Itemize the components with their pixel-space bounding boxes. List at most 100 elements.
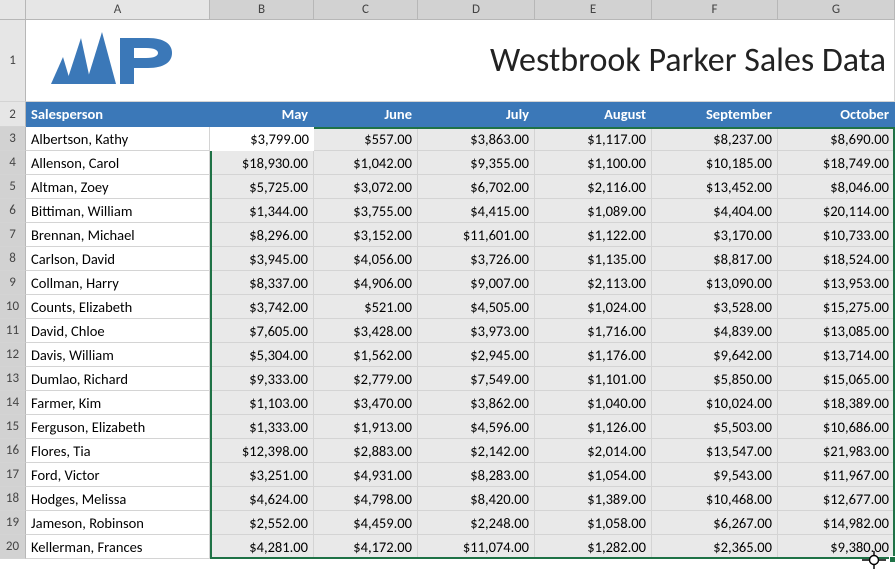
value-cell[interactable]: $5,725.00 <box>210 175 314 199</box>
value-cell[interactable]: $20,114.00 <box>778 199 895 223</box>
value-cell[interactable]: $21,983.00 <box>778 439 895 463</box>
salesperson-cell[interactable]: Albertson, Kathy <box>26 127 210 151</box>
value-cell[interactable]: $1,103.00 <box>210 391 314 415</box>
value-cell[interactable]: $3,799.00 <box>210 127 314 151</box>
hdr-october[interactable]: October <box>778 102 895 127</box>
value-cell[interactable]: $10,024.00 <box>652 391 778 415</box>
value-cell[interactable]: $3,251.00 <box>210 463 314 487</box>
value-cell[interactable]: $15,275.00 <box>778 295 895 319</box>
value-cell[interactable]: $2,779.00 <box>314 367 418 391</box>
col-head-B[interactable]: B <box>210 0 314 19</box>
value-cell[interactable]: $2,945.00 <box>418 343 535 367</box>
value-cell[interactable]: $1,562.00 <box>314 343 418 367</box>
col-head-F[interactable]: F <box>652 0 778 19</box>
value-cell[interactable]: $4,505.00 <box>418 295 535 319</box>
value-cell[interactable]: $3,428.00 <box>314 319 418 343</box>
value-cell[interactable]: $13,547.00 <box>652 439 778 463</box>
value-cell[interactable]: $4,931.00 <box>314 463 418 487</box>
value-cell[interactable]: $8,337.00 <box>210 271 314 295</box>
value-cell[interactable]: $1,333.00 <box>210 415 314 439</box>
row-head[interactable]: 13 <box>0 367 26 391</box>
row-head[interactable]: 9 <box>0 271 26 295</box>
value-cell[interactable]: $4,906.00 <box>314 271 418 295</box>
value-cell[interactable]: $7,605.00 <box>210 319 314 343</box>
value-cell[interactable]: $9,007.00 <box>418 271 535 295</box>
hdr-august[interactable]: August <box>535 102 652 127</box>
value-cell[interactable]: $13,714.00 <box>778 343 895 367</box>
row-head[interactable]: 11 <box>0 319 26 343</box>
value-cell[interactable]: $8,237.00 <box>652 127 778 151</box>
col-head-D[interactable]: D <box>418 0 535 19</box>
value-cell[interactable]: $1,089.00 <box>535 199 652 223</box>
row-head-2[interactable]: 2 <box>0 102 26 127</box>
row-head[interactable]: 12 <box>0 343 26 367</box>
value-cell[interactable]: $5,850.00 <box>652 367 778 391</box>
salesperson-cell[interactable]: Jameson, Robinson <box>26 511 210 535</box>
value-cell[interactable]: $3,863.00 <box>418 127 535 151</box>
value-cell[interactable]: $1,389.00 <box>535 487 652 511</box>
value-cell[interactable]: $18,749.00 <box>778 151 895 175</box>
row-head[interactable]: 15 <box>0 415 26 439</box>
value-cell[interactable]: $3,470.00 <box>314 391 418 415</box>
value-cell[interactable]: $10,468.00 <box>652 487 778 511</box>
value-cell[interactable]: $10,185.00 <box>652 151 778 175</box>
value-cell[interactable]: $10,733.00 <box>778 223 895 247</box>
value-cell[interactable]: $7,549.00 <box>418 367 535 391</box>
value-cell[interactable]: $8,046.00 <box>778 175 895 199</box>
value-cell[interactable]: $3,170.00 <box>652 223 778 247</box>
value-cell[interactable]: $557.00 <box>314 127 418 151</box>
value-cell[interactable]: $3,755.00 <box>314 199 418 223</box>
hdr-may[interactable]: May <box>210 102 314 127</box>
value-cell[interactable]: $2,365.00 <box>652 535 778 559</box>
value-cell[interactable]: $3,152.00 <box>314 223 418 247</box>
value-cell[interactable]: $1,176.00 <box>535 343 652 367</box>
salesperson-cell[interactable]: Brennan, Michael <box>26 223 210 247</box>
row-head[interactable]: 10 <box>0 295 26 319</box>
salesperson-cell[interactable]: Allenson, Carol <box>26 151 210 175</box>
value-cell[interactable]: $4,281.00 <box>210 535 314 559</box>
value-cell[interactable]: $521.00 <box>314 295 418 319</box>
value-cell[interactable]: $9,333.00 <box>210 367 314 391</box>
row-head[interactable]: 19 <box>0 511 26 535</box>
value-cell[interactable]: $6,267.00 <box>652 511 778 535</box>
value-cell[interactable]: $10,686.00 <box>778 415 895 439</box>
salesperson-cell[interactable]: Collman, Harry <box>26 271 210 295</box>
value-cell[interactable]: $2,014.00 <box>535 439 652 463</box>
salesperson-cell[interactable]: Hodges, Melissa <box>26 487 210 511</box>
value-cell[interactable]: $1,042.00 <box>314 151 418 175</box>
value-cell[interactable]: $4,624.00 <box>210 487 314 511</box>
salesperson-cell[interactable]: Kellerman, Frances <box>26 535 210 559</box>
value-cell[interactable]: $4,172.00 <box>314 535 418 559</box>
value-cell[interactable]: $11,601.00 <box>418 223 535 247</box>
value-cell[interactable]: $4,839.00 <box>652 319 778 343</box>
col-head-G[interactable]: G <box>778 0 895 19</box>
value-cell[interactable]: $1,054.00 <box>535 463 652 487</box>
salesperson-cell[interactable]: Ferguson, Elizabeth <box>26 415 210 439</box>
row-head[interactable]: 8 <box>0 247 26 271</box>
col-head-E[interactable]: E <box>535 0 652 19</box>
value-cell[interactable]: $18,930.00 <box>210 151 314 175</box>
value-cell[interactable]: $3,726.00 <box>418 247 535 271</box>
value-cell[interactable]: $12,677.00 <box>778 487 895 511</box>
value-cell[interactable]: $13,090.00 <box>652 271 778 295</box>
row-head[interactable]: 14 <box>0 391 26 415</box>
salesperson-cell[interactable]: Flores, Tia <box>26 439 210 463</box>
value-cell[interactable]: $1,716.00 <box>535 319 652 343</box>
value-cell[interactable]: $4,415.00 <box>418 199 535 223</box>
salesperson-cell[interactable]: Dumlao, Richard <box>26 367 210 391</box>
col-head-A[interactable]: A <box>26 0 210 19</box>
spreadsheet-grid[interactable]: A B C D E F G 1 Westbrook Parker Sales D… <box>0 0 895 568</box>
value-cell[interactable]: $3,072.00 <box>314 175 418 199</box>
value-cell[interactable]: $1,135.00 <box>535 247 652 271</box>
value-cell[interactable]: $1,040.00 <box>535 391 652 415</box>
value-cell[interactable]: $2,552.00 <box>210 511 314 535</box>
value-cell[interactable]: $1,913.00 <box>314 415 418 439</box>
value-cell[interactable]: $4,596.00 <box>418 415 535 439</box>
row-head[interactable]: 17 <box>0 463 26 487</box>
row-head[interactable]: 16 <box>0 439 26 463</box>
value-cell[interactable]: $2,248.00 <box>418 511 535 535</box>
value-cell[interactable]: $8,690.00 <box>778 127 895 151</box>
select-all-corner[interactable] <box>0 0 26 19</box>
value-cell[interactable]: $1,344.00 <box>210 199 314 223</box>
row-head[interactable]: 20 <box>0 535 26 559</box>
